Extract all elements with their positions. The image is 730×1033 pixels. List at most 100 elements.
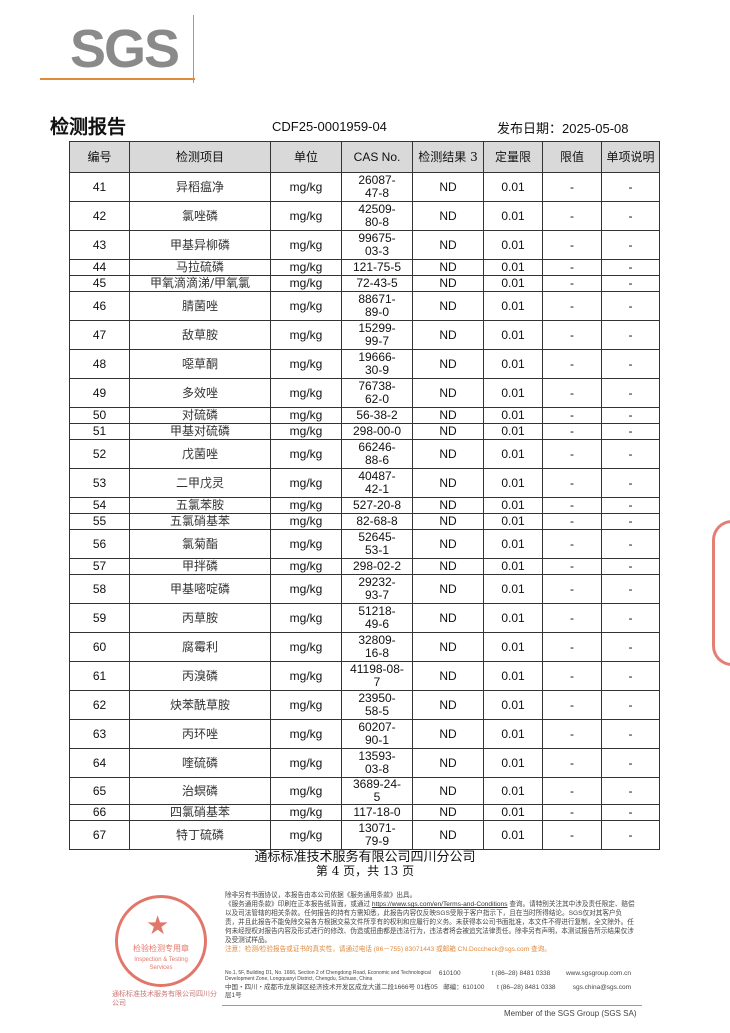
table-row: 54 五氯苯胺 mg/kg 527-20-8 ND 0.01- - (69, 497, 660, 514)
test-item: 甲基嘧啶磷 (129, 574, 271, 604)
limit-value: - (542, 632, 602, 662)
quantification-limit: 0.01 (483, 690, 543, 720)
result: ND (412, 201, 484, 231)
cas-number: 23950-58-5 (341, 690, 413, 720)
item-note: - (601, 719, 660, 749)
cas-number: 52645-53-1 (341, 529, 413, 559)
result: ND (412, 349, 484, 379)
quantification-limit: 0.01 (483, 603, 543, 633)
item-note: - (601, 529, 660, 559)
column-header: 检测项目 (129, 141, 271, 173)
test-item: 对硫磷 (129, 407, 271, 424)
row-number: 50 (69, 407, 130, 424)
stamp-text: 检验检测专用章 (133, 944, 189, 953)
page-number: 第 4 页，共 13 页 (315, 864, 415, 878)
table-row: 61 丙溴磷 mg/kg 41198-08-7 ND 0.01- - (69, 661, 660, 691)
cas-number: 82-68-8 (341, 513, 413, 530)
logo-divider (40, 78, 195, 80)
test-item: 多效唑 (129, 378, 271, 408)
item-note: - (601, 690, 660, 720)
cas-number: 19666-30-9 (341, 349, 413, 379)
phone-en: t (86–28) 8481 0338 (491, 970, 551, 977)
cas-number: 32809-16-8 (341, 632, 413, 662)
address-row-cn: 中国・四川・成都市龙泉驿区经济技术开发区成龙大道二段1666号 01栋05层1号… (225, 984, 635, 1000)
result: ND (412, 259, 484, 276)
result: ND (412, 661, 484, 691)
table-row: 51 甲基对硫磷 mg/kg 298-00-0 ND 0.01- - (69, 423, 660, 440)
test-item: 甲基对硫磷 (129, 423, 271, 440)
item-note: - (601, 259, 660, 276)
member-note: Member of the SGS Group (SGS SA) (504, 1009, 637, 1018)
table-row: 59 丙草胺 mg/kg 51218-49-6 ND 0.01- - (69, 603, 660, 633)
limit-value: - (542, 407, 602, 424)
item-note: - (601, 201, 660, 231)
limit-value: - (542, 513, 602, 530)
quantification-limit: 0.01 (483, 574, 543, 604)
test-item: 丙草胺 (129, 603, 271, 633)
item-note: - (601, 378, 660, 408)
test-item: 敌草胺 (129, 320, 271, 350)
address-block: No.1, 5F, Building D1, No. 1666, Section… (225, 970, 635, 1002)
company-name: 通标标准技术服务有限公司四川分公司 (254, 850, 476, 865)
row-number: 64 (69, 748, 130, 778)
limit-value: - (542, 603, 602, 633)
result: ND (412, 513, 484, 530)
test-item: 马拉硫磷 (129, 259, 271, 276)
limit-value: - (542, 172, 602, 202)
cas-number: 56-38-2 (341, 407, 413, 424)
row-number: 57 (69, 558, 130, 575)
website: www.sgsgroup.com.cn (565, 970, 631, 977)
item-note: - (601, 558, 660, 575)
cas-number: 66246-88-6 (341, 439, 413, 469)
result: ND (412, 291, 484, 321)
table-row: 67 特丁硫磷 mg/kg 13071-79-9 ND 0.01- - (69, 820, 660, 850)
row-number: 46 (69, 291, 130, 321)
test-item: 特丁硫磷 (129, 820, 271, 850)
limit-value: - (542, 468, 602, 498)
test-item: 异稻瘟净 (129, 172, 271, 202)
unit: mg/kg (270, 423, 342, 440)
quantification-limit: 0.01 (483, 378, 543, 408)
result: ND (412, 748, 484, 778)
table-row: 64 喹硫磷 mg/kg 13593-03-8 ND 0.01- - (69, 748, 660, 778)
column-header: CAS No. (341, 141, 413, 173)
item-note: - (601, 407, 660, 424)
test-item: 炔苯酰草胺 (129, 690, 271, 720)
limit-value: - (542, 690, 602, 720)
limit-value: - (542, 820, 602, 850)
table-row: 55 五氯硝基苯 mg/kg 82-68-8 ND 0.01- - (69, 513, 660, 530)
quantification-limit: 0.01 (483, 172, 543, 202)
item-note: - (601, 748, 660, 778)
result: ND (412, 275, 484, 292)
test-item: 丙溴磷 (129, 661, 271, 691)
test-item: 二甲戊灵 (129, 468, 271, 498)
quantification-limit: 0.01 (483, 529, 543, 559)
row-number: 65 (69, 777, 130, 805)
test-item: 甲拌磷 (129, 558, 271, 575)
result: ND (412, 172, 484, 202)
row-number: 66 (69, 804, 130, 821)
report-number: CDF25-0001959-04 (272, 119, 387, 134)
row-number: 41 (69, 172, 130, 202)
cas-number: 527-20-8 (341, 497, 413, 514)
table-row: 58 甲基嘧啶磷 mg/kg 29232-93-7 ND 0.01- - (69, 574, 660, 604)
cas-number: 298-00-0 (341, 423, 413, 440)
table-row: 46 腈菌唑 mg/kg 88671-89-0 ND 0.01- - (69, 291, 660, 321)
item-note: - (601, 320, 660, 350)
test-item: 腈菌唑 (129, 291, 271, 321)
result: ND (412, 574, 484, 604)
item-note: - (601, 513, 660, 530)
address-cn: 中国・四川・成都市龙泉驿区经济技术开发区成龙大道二段1666号 01栋05层1号 (225, 984, 438, 999)
row-number: 47 (69, 320, 130, 350)
footer-divider (222, 1005, 642, 1006)
result: ND (412, 719, 484, 749)
cas-number: 60207-90-1 (341, 719, 413, 749)
unit: mg/kg (270, 748, 342, 778)
unit: mg/kg (270, 439, 342, 469)
row-number: 52 (69, 439, 130, 469)
limit-value: - (542, 574, 602, 604)
item-note: - (601, 439, 660, 469)
terms-link[interactable]: https://www.sgs.com/en/Terms-and-Conditi… (371, 901, 508, 908)
column-header: 定量限 (483, 141, 543, 173)
star-icon: ★ (146, 910, 170, 940)
